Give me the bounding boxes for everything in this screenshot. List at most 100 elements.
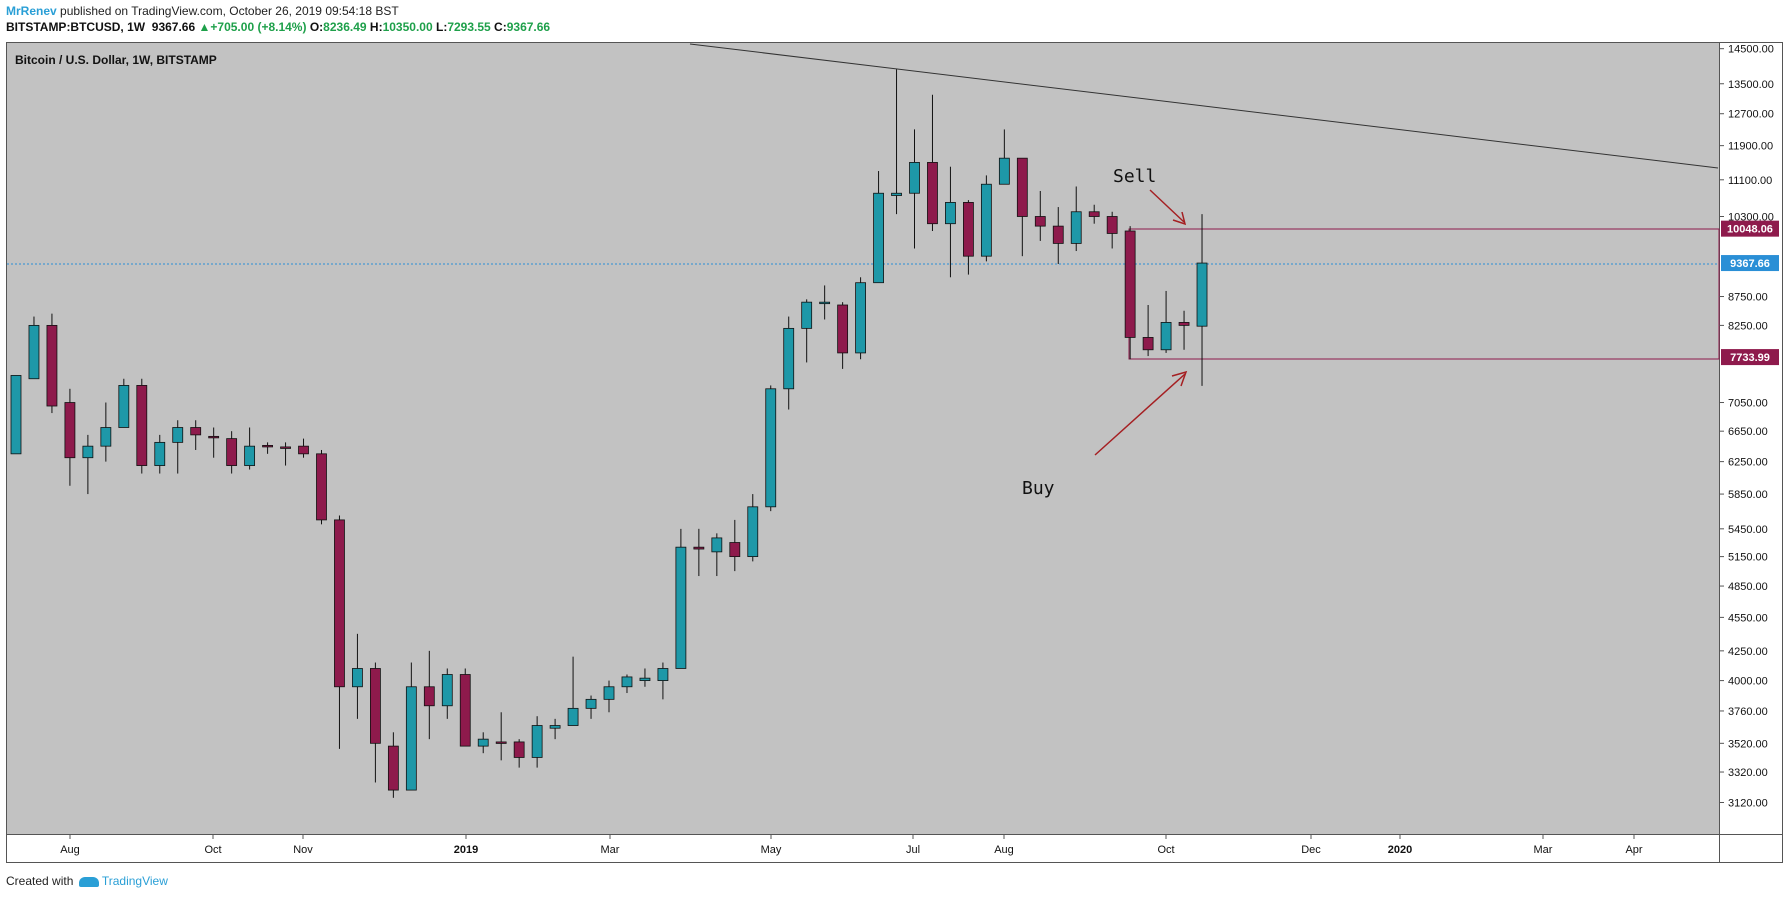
high-label: H: — [369, 20, 383, 34]
y-tick-label: 6250.00 — [1728, 457, 1768, 469]
candle — [477, 732, 489, 754]
candle — [675, 528, 687, 669]
candle-body — [136, 385, 148, 466]
x-tick-label: Aug — [994, 844, 1014, 856]
author-link[interactable]: MrRenev — [6, 4, 57, 18]
candle-body — [1178, 322, 1190, 326]
candle-body — [262, 445, 273, 448]
candle-body — [837, 304, 849, 354]
published-text: published on TradingView.com, October 26… — [60, 4, 399, 18]
candle-body — [765, 388, 777, 508]
candle-body — [208, 435, 220, 439]
low-label: L: — [435, 20, 448, 34]
x-tick-label: 2019 — [454, 844, 478, 856]
candle-body — [28, 324, 40, 380]
candle — [1052, 207, 1064, 264]
x-tick-label: 2020 — [1388, 844, 1412, 856]
candle-body — [513, 741, 525, 758]
candle-body — [1070, 211, 1082, 244]
candle — [190, 420, 202, 450]
candle — [873, 171, 884, 284]
candle-body — [657, 668, 669, 681]
plot-background — [7, 42, 1719, 834]
candle — [118, 378, 130, 428]
candle — [100, 402, 112, 462]
tradingview-link[interactable]: TradingView — [101, 874, 168, 888]
y-tick-label: 8750.00 — [1728, 292, 1768, 304]
y-tick-label: 7050.00 — [1728, 398, 1768, 410]
candle-body — [549, 725, 561, 729]
candle — [387, 732, 399, 798]
candle — [621, 674, 633, 694]
candle — [837, 302, 849, 369]
candle — [495, 712, 507, 761]
price-label: 9367.66 — [1721, 255, 1779, 272]
candle-body — [387, 745, 399, 791]
footer: Created with TradingView — [6, 874, 168, 888]
x-tick-label: Aug — [60, 844, 80, 856]
candle-body — [998, 157, 1010, 185]
open-value: 8236.49 — [323, 20, 367, 34]
candle — [459, 668, 471, 747]
candle — [262, 442, 273, 454]
price-label-text: 10048.06 — [1727, 224, 1773, 236]
candle — [963, 200, 974, 275]
candle-body — [280, 446, 291, 449]
candle — [657, 662, 669, 700]
candle — [1196, 214, 1208, 386]
sell-arrow — [1149, 189, 1187, 226]
price-label-text: 9367.66 — [1730, 258, 1770, 270]
y-tick-label: 4550.00 — [1728, 612, 1768, 624]
candle-body — [711, 537, 723, 553]
y-tick-label: 8250.00 — [1728, 320, 1768, 332]
candle — [405, 662, 417, 791]
y-tick-label: 3760.00 — [1728, 706, 1768, 718]
candle — [46, 313, 58, 414]
candle — [711, 533, 723, 577]
price-label-box — [1721, 220, 1779, 237]
candle — [1106, 211, 1118, 249]
y-tick-label: 11100.00 — [1728, 175, 1772, 187]
candle-body — [334, 519, 345, 688]
y-tick-label: 11900.00 — [1728, 141, 1773, 153]
candle — [316, 449, 327, 525]
candle-body — [64, 402, 76, 459]
candle-body — [1196, 262, 1208, 327]
candle-body — [172, 427, 184, 443]
y-tick-label: 14500.00 — [1728, 44, 1774, 56]
candle-body — [603, 686, 615, 700]
chart-title: Bitcoin / U.S. Dollar, 1W, BITSTAMP — [15, 53, 217, 67]
candle — [82, 434, 94, 495]
x-tick-label: Oct — [204, 844, 221, 856]
open-label: O: — [309, 20, 324, 34]
y-tick-label: 3120.00 — [1728, 798, 1768, 810]
candle-body — [459, 674, 471, 747]
last-price: 9367.66 — [151, 20, 196, 34]
candle — [423, 650, 435, 740]
candle — [441, 668, 453, 719]
candle — [927, 94, 938, 232]
candle — [819, 285, 831, 320]
candle — [280, 442, 291, 466]
candle — [172, 420, 184, 474]
candle-body — [190, 427, 202, 436]
close-label: C: — [494, 20, 507, 34]
change-value: +705.00 (+8.14%) — [210, 20, 307, 34]
candle-body — [585, 698, 597, 709]
candle-body — [477, 738, 489, 747]
candle-body — [909, 162, 920, 194]
candle — [136, 378, 148, 474]
candle-body — [783, 327, 795, 390]
up-triangle-icon: ▲ — [198, 20, 211, 34]
y-tick-label: 10300.00 — [1728, 211, 1774, 223]
y-tick-label: 4850.00 — [1728, 581, 1768, 593]
candle-body — [1088, 211, 1100, 217]
candle-body — [118, 385, 130, 428]
candle-body — [405, 686, 417, 791]
buy-annotation: Buy — [1022, 478, 1055, 499]
candle — [998, 129, 1010, 185]
y-tick-label: 13500.00 — [1728, 79, 1774, 91]
candle-body — [729, 542, 741, 558]
candle — [603, 680, 615, 713]
